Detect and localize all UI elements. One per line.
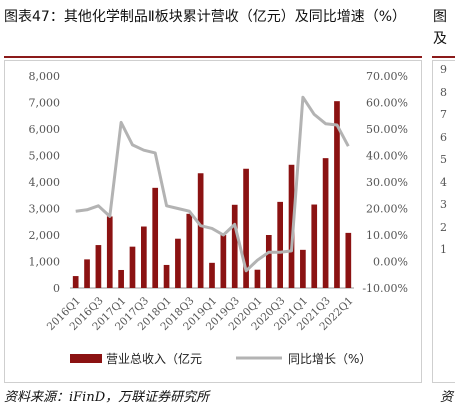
revenue-bar	[84, 259, 90, 288]
next-chart-tick-label: 7	[440, 108, 447, 121]
left-axis-ticks: 0 1,000 2,000 3,000 4,000 5,000 6,000 7,000 8,00…	[29, 70, 61, 295]
right-tick-label: 60.00%	[366, 97, 408, 110]
right-tick-label: 40.00%	[366, 150, 408, 163]
right-tick-label: 30.00%	[366, 176, 408, 189]
next-source-note: 资	[440, 390, 454, 405]
revenue-bars	[72, 101, 352, 288]
legend-bar-label: 营业总收入（亿元	[106, 351, 202, 366]
next-chart-tick-label: 2	[440, 220, 447, 234]
revenue-bar	[277, 201, 283, 288]
revenue-bar	[220, 235, 227, 288]
left-tick-label: 7,000	[29, 97, 61, 110]
next-chart-tick-label: 1	[440, 243, 447, 256]
revenue-bar	[186, 213, 193, 288]
revenue-bar	[175, 238, 181, 288]
legend-line-label: 同比增长（%）	[288, 352, 371, 366]
next-chart-tick-label: 5	[440, 153, 447, 166]
left-tick-label: 2,000	[29, 229, 61, 242]
revenue-bar	[95, 245, 102, 288]
revenue-bar	[231, 204, 238, 288]
revenue-bar	[265, 235, 272, 288]
revenue-bar	[141, 226, 147, 288]
growth-line	[75, 95, 350, 273]
left-tick-label: 4,000	[29, 176, 61, 189]
next-chart-tick-label: 8	[440, 85, 447, 99]
revenue-bar	[345, 232, 352, 288]
revenue-bar	[322, 158, 329, 288]
revenue-bar	[72, 276, 79, 288]
source-note: 资料来源：iFinD，万联证券研究所	[4, 390, 210, 405]
right-tick-label: 70.00%	[366, 70, 408, 83]
revenue-bar	[197, 173, 204, 288]
revenue-bar	[311, 204, 318, 288]
right-tick-label: -10.00%	[362, 282, 408, 295]
left-tick-label: 0	[53, 282, 60, 295]
revenue-bar	[152, 187, 159, 288]
next-figure-title: 图 及	[433, 9, 447, 47]
left-tick-label: 3,000	[29, 203, 61, 216]
next-chart-tick-label: 6	[440, 130, 447, 144]
title-rule	[4, 56, 422, 58]
left-tick-label: 8,000	[29, 70, 61, 83]
revenue-bar	[334, 101, 340, 288]
revenue-bar	[129, 246, 136, 288]
revenue-bar	[209, 262, 215, 288]
legend-bar-swatch	[70, 354, 102, 363]
right-tick-label: 0.00%	[373, 256, 408, 269]
revenue-bar	[254, 269, 261, 288]
right-axis-ticks: -10.00% 0.00% 10.00% 20.00% 30.00% 40.00% 50.0…	[362, 70, 408, 295]
left-tick-label: 1,000	[29, 256, 61, 269]
next-chart-tick-label: 3	[440, 198, 447, 211]
next-chart-tick-label: 4	[440, 175, 447, 189]
revenue-bar	[288, 164, 295, 288]
revenue-bar	[300, 249, 306, 288]
right-tick-label: 50.00%	[366, 123, 408, 136]
revenue-bar	[243, 168, 249, 288]
revenue-bar	[106, 216, 113, 288]
legend: 营业总收入（亿元 同比增长（%）	[70, 351, 371, 366]
combo-chart: 0 1,000 2,000 3,000 4,000 5,000 6,000 7,000 8,00…	[29, 70, 409, 366]
left-tick-label: 6,000	[29, 123, 61, 136]
figure-title: 图表47：其他化学制品Ⅱ板块累计营收（亿元）及同比增速（%）	[4, 9, 407, 25]
left-tick-label: 5,000	[29, 150, 61, 163]
x-axis-ticks: 2016Q12016Q32017Q12017Q32018Q12018Q32019…	[45, 295, 356, 333]
next-title-rule	[432, 56, 455, 58]
right-tick-label: 10.00%	[366, 229, 408, 242]
chart-frame	[4, 60, 422, 383]
revenue-bar	[163, 264, 170, 288]
right-tick-label: 20.00%	[366, 203, 408, 216]
next-chart-tick-label: 9	[440, 64, 447, 76]
revenue-bar	[118, 269, 124, 288]
next-chart-frame	[432, 60, 455, 383]
next-chart-ticks: 9 8 7 6 5 4 3 2 1	[440, 64, 455, 267]
